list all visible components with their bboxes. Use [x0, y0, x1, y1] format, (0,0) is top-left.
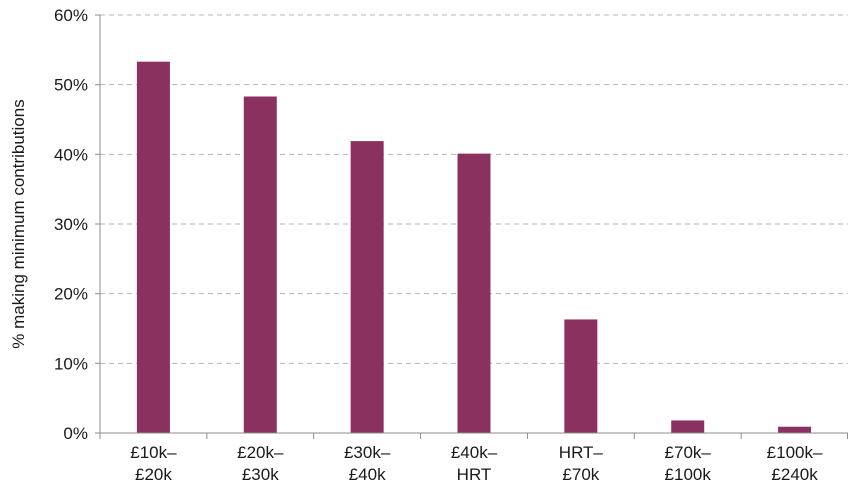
x-tick-label-5: £70k– £100k [665, 443, 712, 484]
y-tick-label-20: 20% [54, 285, 88, 304]
y-tick-label-50: 50% [54, 76, 88, 95]
x-tick-label-6: £100k– £240k [767, 443, 823, 484]
bar-0 [136, 61, 170, 433]
bar-5 [671, 420, 705, 433]
y-tick-label-60: 60% [54, 6, 88, 25]
x-tick-label-2: £30k– £40k [344, 443, 391, 484]
axes [95, 14, 848, 439]
y-tick-label-0: 0% [63, 424, 88, 443]
x-tick-label-0: £10k– £20k [130, 443, 177, 484]
bars [136, 61, 812, 434]
y-tick-label-10: 10% [54, 354, 88, 373]
x-tick-label-3: £40k– HRT [451, 443, 498, 484]
bar-6 [778, 426, 812, 433]
bar-4 [564, 319, 598, 433]
bar-2 [350, 141, 384, 433]
bar-1 [243, 96, 277, 433]
tick-labels: 0% 10% 20% 30% 40% 50% 60% £10k– £20k £20k– £30k £3… [54, 6, 823, 484]
y-tick-label-40: 40% [54, 145, 88, 164]
x-tick-label-1: £20k– £30k [237, 443, 284, 484]
y-axis-title: % making minimum contributions [9, 99, 28, 348]
x-tick-label-4: HRT– £70k [559, 443, 604, 484]
bar-3 [457, 153, 491, 434]
y-tick-label-30: 30% [54, 215, 88, 234]
